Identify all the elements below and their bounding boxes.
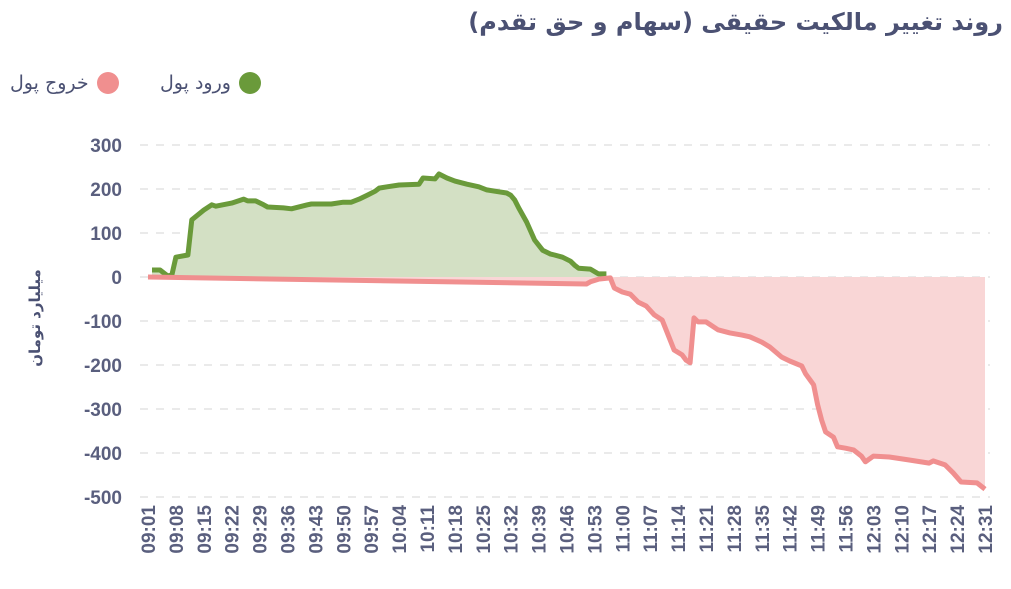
inflow-legend-dot-icon <box>238 72 261 94</box>
legend-label-inflow: ورود پول <box>160 72 231 94</box>
x-tick-label: 10:39 <box>530 505 551 554</box>
x-tick-label: 09:01 <box>139 505 160 554</box>
x-tick-label: 11:42 <box>781 505 802 553</box>
x-tick-label: 11:49 <box>809 505 830 553</box>
y-tick-label: 100 <box>90 224 122 245</box>
x-tick-label: 12:31 <box>976 505 997 554</box>
x-tick-label: 09:15 <box>195 505 216 554</box>
x-tick-label: 11:14 <box>669 505 690 553</box>
x-tick-label: 10:04 <box>390 505 411 554</box>
x-tick-label: 12:03 <box>864 505 885 554</box>
x-tick-label: 11:07 <box>641 505 662 553</box>
x-tick-label: 11:00 <box>613 505 634 553</box>
x-tick-label: 10:32 <box>502 505 523 554</box>
x-tick-label: 12:17 <box>920 505 941 554</box>
outflow-area <box>148 277 985 490</box>
x-tick-label: 09:50 <box>334 505 355 554</box>
x-tick-label: 09:57 <box>362 505 383 554</box>
x-tick-label: 12:10 <box>892 505 913 554</box>
outflow-line <box>147 274 987 492</box>
outflow-legend-dot-icon <box>96 72 119 94</box>
legend-item-inflow[interactable]: ورود پول <box>160 72 261 94</box>
inflow-area <box>151 174 607 277</box>
y-tick-label: -200 <box>84 356 122 377</box>
legend-label-outflow: خروج پول <box>10 72 89 94</box>
x-tick-label: 11:35 <box>753 505 774 553</box>
y-axis-label: میلیارد تومان <box>26 269 44 367</box>
x-tick-label: 11:21 <box>697 505 718 553</box>
x-tick-label: 09:36 <box>279 505 300 554</box>
x-tick-label: 09:22 <box>223 505 244 554</box>
y-tick-label: 200 <box>90 180 122 201</box>
x-tick-label: 11:56 <box>837 505 858 553</box>
x-tick-label: 11:28 <box>725 505 746 553</box>
x-tick-label: 10:25 <box>474 505 495 554</box>
x-tick-label: 09:29 <box>251 505 272 554</box>
legend-item-outflow[interactable]: خروج پول <box>10 72 119 94</box>
x-tick-label: 10:18 <box>446 505 467 554</box>
x-tick-label: 10:53 <box>585 505 606 554</box>
chart-title: روند تغییر مالکیت حقیقی (سهام و حق تقدم) <box>468 8 1003 36</box>
y-tick-label: -500 <box>84 488 122 509</box>
x-tick-label: 10:11 <box>418 505 439 553</box>
x-tick-label: 10:46 <box>558 505 579 554</box>
y-tick-label: -300 <box>84 400 122 421</box>
y-tick-label: 300 <box>90 136 122 157</box>
y-tick-label: -400 <box>84 444 122 465</box>
y-tick-label: -100 <box>84 312 122 333</box>
x-tick-label: 12:24 <box>948 505 969 554</box>
y-tick-label: 0 <box>111 268 122 289</box>
x-tick-label: 09:08 <box>167 505 188 554</box>
x-tick-label: 09:43 <box>306 505 327 554</box>
inflow-line <box>152 171 607 279</box>
